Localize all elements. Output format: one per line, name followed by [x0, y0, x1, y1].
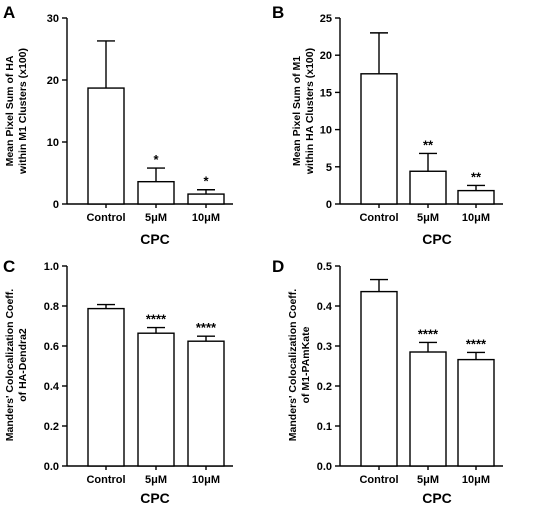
y-tick-label: 20	[320, 50, 332, 62]
bar	[87, 87, 125, 205]
significance-label: ****	[418, 326, 439, 341]
x-tick-label: 10μM	[462, 212, 490, 224]
x-axis-label: CPC	[140, 231, 170, 247]
y-axis-label-line-1: Manders' Colocalization Coeff.	[287, 289, 299, 442]
x-tick-label: 5μM	[417, 212, 439, 224]
plot-area: 0 10 20 30 Control 5μM * 10μM *	[47, 13, 233, 224]
y-tick-label: 0.5	[317, 261, 332, 273]
significance-label: ****	[196, 320, 217, 335]
panel-d: D Manders' Colocalization Coeff. of M1-P…	[272, 257, 503, 506]
y-tick-label: 20	[47, 75, 59, 87]
y-tick-label: 1.0	[44, 261, 59, 273]
bar	[409, 351, 447, 467]
x-tick-label: 5μM	[145, 474, 167, 486]
significance-label: *	[203, 174, 209, 189]
significance-label: **	[471, 169, 482, 184]
y-tick-label: 5	[326, 162, 332, 174]
y-tick-label: 0.1	[317, 421, 332, 433]
significance-label: **	[423, 137, 434, 152]
y-axis-label-line-1: Mean Pixel Sum of M1	[291, 56, 303, 166]
bar	[409, 170, 447, 205]
bar	[137, 332, 175, 467]
panel-label: C	[3, 257, 15, 276]
bar	[457, 189, 495, 205]
panel-label: D	[272, 257, 284, 276]
x-tick-label: 10μM	[462, 474, 490, 486]
bar	[187, 193, 225, 205]
plot-area: 0.0 0.1 0.2 0.3 0.4 0.5 Control 5μM **** 10μM ****	[317, 261, 503, 486]
y-axis-label-line-1: Mean Pixel Sum of HA	[4, 55, 16, 166]
x-axis-label: CPC	[422, 231, 452, 247]
panel-b: B Mean Pixel Sum of M1 within HA Cluster…	[272, 3, 503, 247]
bar	[87, 307, 125, 467]
y-tick-label: 15	[320, 87, 332, 99]
y-tick-label: 0	[326, 199, 332, 211]
panel-c: C Manders' Colocalization Coeff. of HA-D…	[3, 257, 233, 506]
y-tick-label: 0.0	[317, 461, 332, 473]
x-tick-label: Control	[359, 212, 398, 224]
x-tick-label: 10μM	[192, 474, 220, 486]
x-tick-label: Control	[86, 474, 125, 486]
panel-a: A Mean Pixel Sum of HA within M1 Cluster…	[3, 3, 233, 247]
x-tick-label: 5μM	[145, 212, 167, 224]
plot-area: 0 5 10 15 20 25 Control 5μM ** 10μM **	[320, 13, 503, 224]
x-tick-label: 5μM	[417, 474, 439, 486]
y-tick-label: 0.2	[44, 421, 59, 433]
y-axis-label-line-2: of HA-Dendra2	[17, 328, 29, 402]
panel-label: B	[272, 3, 284, 22]
x-axis-label: CPC	[140, 490, 170, 506]
significance-label: *	[153, 152, 159, 167]
y-axis-label-line-2: within HA Clusters (x100)	[304, 48, 316, 175]
y-tick-label: 0.2	[317, 381, 332, 393]
bar	[457, 358, 495, 467]
y-tick-label: 0.3	[317, 341, 332, 353]
y-tick-label: 10	[47, 137, 59, 149]
y-tick-label: 10	[320, 125, 332, 137]
x-axis-label: CPC	[422, 490, 452, 506]
y-tick-label: 0.4	[44, 381, 60, 393]
panel-label: A	[3, 3, 15, 22]
significance-label: ****	[466, 336, 487, 351]
y-tick-label: 0.0	[44, 461, 59, 473]
bar	[360, 290, 398, 467]
y-axis-label-line-2: of M1-PAmKate	[300, 326, 312, 403]
y-tick-label: 30	[47, 13, 59, 25]
y-axis-label-line-2: within M1 Clusters (x100)	[17, 48, 29, 175]
y-tick-label: 0	[53, 199, 59, 211]
y-axis-label-line-1: Manders' Colocalization Coeff.	[4, 289, 16, 442]
x-tick-label: 10μM	[192, 212, 220, 224]
bar	[187, 340, 225, 467]
y-tick-label: 25	[320, 13, 332, 25]
x-tick-label: Control	[86, 212, 125, 224]
plot-area: 0.0 0.2 0.4 0.6 0.8 1.0 Control 5μM **** 10μM ****	[44, 261, 233, 486]
x-tick-label: Control	[359, 474, 398, 486]
y-tick-label: 0.8	[44, 301, 59, 313]
bar	[360, 73, 398, 205]
significance-label: ****	[146, 312, 167, 327]
y-tick-label: 0.6	[44, 341, 59, 353]
bar	[137, 180, 175, 205]
y-tick-label: 0.4	[317, 301, 333, 313]
